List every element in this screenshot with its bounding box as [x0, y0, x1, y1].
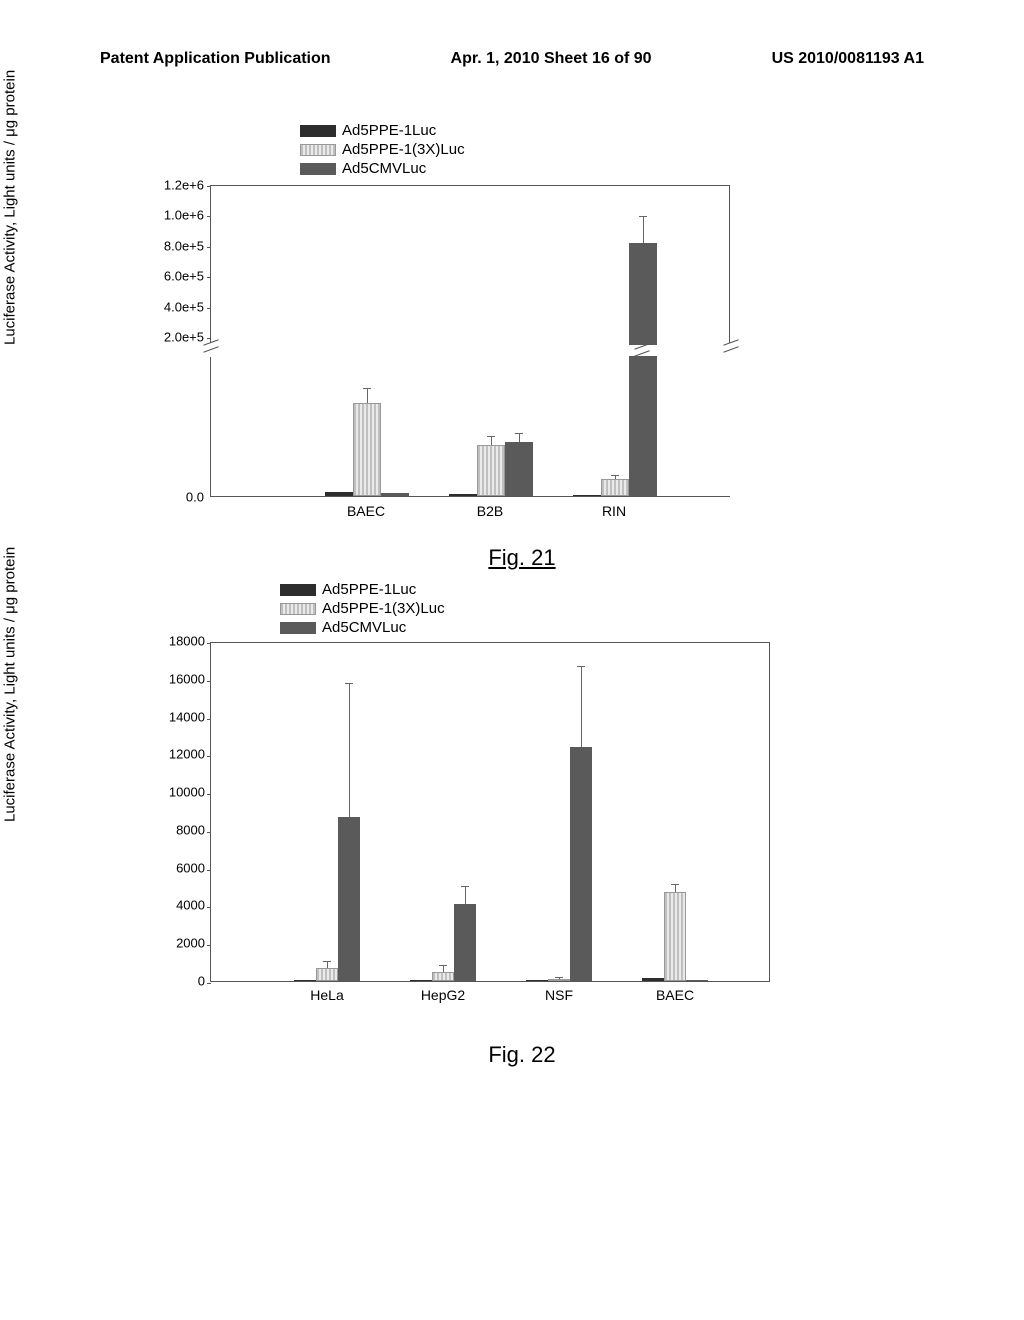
xtick-label: BAEC — [347, 497, 385, 519]
bar — [432, 972, 454, 981]
ytick-label: 6000 — [176, 860, 211, 875]
bar — [477, 445, 505, 496]
bar — [381, 493, 409, 496]
header-left: Patent Application Publication — [100, 50, 331, 68]
ytick-label: 8000 — [176, 822, 211, 837]
legend-item: Ad5PPE-1Luc — [280, 581, 924, 598]
fig22-legend: Ad5PPE-1Luc Ad5PPE-1(3X)Luc Ad5CMVLuc — [280, 581, 924, 636]
legend-swatch-icon — [300, 163, 336, 175]
header-right: US 2010/0081193 A1 — [772, 50, 924, 68]
ytick-label: 4.0e+5 — [164, 299, 210, 314]
legend-swatch-icon — [280, 603, 316, 615]
legend-label: Ad5PPE-1(3X)Luc — [342, 141, 465, 158]
fig21-legend: Ad5PPE-1Luc Ad5PPE-1(3X)Luc Ad5CMVLuc — [300, 122, 924, 177]
xtick-label: B2B — [477, 497, 503, 519]
xtick-label: NSF — [545, 981, 573, 1003]
ytick-label: 12000 — [169, 747, 211, 762]
fig21-ylabel: Luciferase Activity, Light units / μg pr… — [2, 70, 19, 345]
fig22-caption: Fig. 22 — [120, 1042, 924, 1068]
xtick-label: HepG2 — [421, 981, 465, 1003]
legend-label: Ad5PPE-1(3X)Luc — [322, 600, 445, 617]
fig21-plot-area: 1.2e+61.0e+68.0e+56.0e+54.0e+52.0e+50.0B… — [210, 185, 730, 497]
legend-item: Ad5PPE-1Luc — [300, 122, 924, 139]
xtick-label: HeLa — [310, 981, 343, 1003]
bar — [629, 243, 657, 345]
page-content: Ad5PPE-1Luc Ad5PPE-1(3X)Luc Ad5CMVLuc Lu… — [120, 120, 924, 1068]
legend-swatch-icon — [300, 144, 336, 156]
page-header: Patent Application Publication Apr. 1, 2… — [100, 50, 924, 68]
fig21-caption: Fig. 21 — [120, 545, 924, 571]
bar — [454, 904, 476, 981]
fig21-chart: Luciferase Activity, Light units / μg pr… — [120, 185, 924, 515]
bar — [316, 968, 338, 981]
bar — [573, 495, 601, 496]
ytick-label: 16000 — [169, 671, 211, 686]
legend-label: Ad5CMVLuc — [322, 619, 406, 636]
bar — [601, 479, 629, 496]
xtick-label: BAEC — [656, 981, 694, 1003]
legend-swatch-icon — [300, 125, 336, 137]
ytick-label: 6.0e+5 — [164, 269, 210, 284]
ytick-label: 18000 — [169, 634, 211, 649]
header-center: Apr. 1, 2010 Sheet 16 of 90 — [451, 50, 652, 68]
legend-item: Ad5CMVLuc — [280, 619, 924, 636]
fig22-plot-area: 0200040006000800010000120001400016000180… — [210, 642, 770, 982]
bar — [548, 979, 570, 981]
legend-swatch-icon — [280, 584, 316, 596]
bar — [449, 494, 477, 496]
ytick-label: 1.0e+6 — [164, 208, 210, 223]
ytick-label: 10000 — [169, 785, 211, 800]
bar — [325, 492, 353, 496]
legend-label: Ad5PPE-1Luc — [342, 122, 436, 139]
bar — [338, 817, 360, 981]
ytick-label: 0.0 — [186, 490, 210, 505]
legend-item: Ad5PPE-1(3X)Luc — [300, 141, 924, 158]
ytick-label: 14000 — [169, 709, 211, 724]
fig22-ylabel: Luciferase Activity, Light units / μg pr… — [2, 547, 19, 822]
xtick-label: RIN — [602, 497, 626, 519]
ytick-label: 8.0e+5 — [164, 238, 210, 253]
bar — [570, 747, 592, 981]
bar — [505, 442, 533, 496]
bar — [410, 980, 432, 981]
legend-item: Ad5PPE-1(3X)Luc — [280, 600, 924, 617]
bar — [642, 978, 664, 981]
bar — [526, 980, 548, 981]
bar — [629, 356, 657, 496]
legend-label: Ad5PPE-1Luc — [322, 581, 416, 598]
ytick-label: 0 — [198, 974, 211, 989]
bar — [686, 980, 708, 981]
ytick-label: 4000 — [176, 898, 211, 913]
ytick-label: 1.2e+6 — [164, 178, 210, 193]
legend-swatch-icon — [280, 622, 316, 634]
ytick-label: 2000 — [176, 936, 211, 951]
bar — [294, 980, 316, 981]
legend-label: Ad5CMVLuc — [342, 160, 426, 177]
legend-item: Ad5CMVLuc — [300, 160, 924, 177]
bar — [664, 892, 686, 981]
bar — [353, 403, 381, 496]
fig22-chart: Luciferase Activity, Light units / μg pr… — [120, 642, 924, 1012]
